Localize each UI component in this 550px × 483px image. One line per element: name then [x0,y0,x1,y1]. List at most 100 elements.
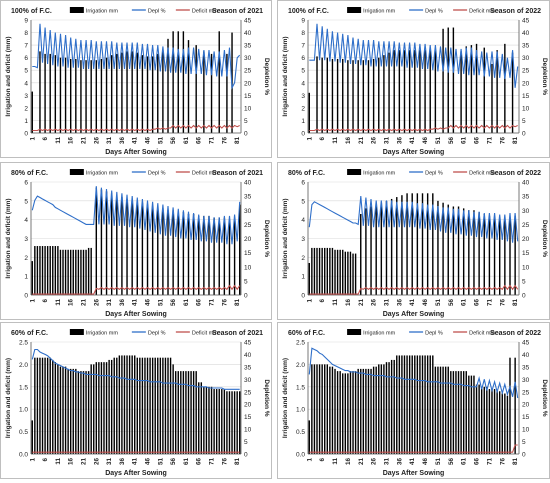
season-label: Season of 2021 [212,8,263,15]
depletion-line [308,196,519,243]
irrigation-bar [80,249,82,295]
x-tick-label: 1 [306,299,313,303]
y-tick-label: 7 [24,43,28,50]
irrigation-bar [82,249,85,295]
irrigation-bar [493,217,496,295]
x-tick-label: 6 [42,137,49,141]
irrigation-bar [326,364,329,454]
irrigation-bar [198,215,200,295]
irrigation-bar [439,366,442,454]
deficit-line [309,284,519,295]
irrigation-bar [450,371,452,454]
y-tick-label: 1.5 [19,384,28,391]
x-axis-title: Days After Sowing [105,149,167,156]
x-tick-label: 41 [409,137,416,145]
irrigation-bar [491,63,493,133]
x-tick-label: 16 [345,458,352,466]
irrigation-bar [316,247,318,295]
irrigation-bar [313,247,316,295]
x-tick-label: 66 [474,299,481,307]
y-tick-label: 7 [301,43,305,50]
x-tick-label: 1 [306,137,313,141]
y2-tick-label: 15 [522,250,530,257]
irrigation-bar [408,355,411,454]
y-tick-label: 2.5 [296,340,305,347]
y2-tick-label: 0 [522,131,526,138]
y-tick-label: 1 [301,274,305,281]
irrigation-bar [308,420,310,454]
irrigation-bar [126,198,128,295]
irrigation-bar [424,50,426,134]
x-tick-label: 51 [435,458,442,466]
legend-label-irrigation: Irrigation mm [86,9,119,15]
irrigation-bar [116,53,118,133]
y-axis-title: Irrigation and deficit (mm) [5,198,12,278]
y-tick-label: 0 [301,293,305,300]
irrigation-bar [100,362,103,454]
x-tick-label: 56 [170,299,177,307]
irrigation-bar [447,27,449,133]
irrigation-bar [370,206,372,295]
y-tick-label: 3 [301,236,305,243]
irrigation-bar [203,51,205,134]
irrigation-bar [478,384,480,454]
x-tick-label: 81 [234,299,241,307]
x-tick-label: 81 [512,299,519,307]
irrigation-bar [59,57,62,133]
season-label: Season of 2022 [490,330,541,337]
irrigation-bar [357,368,359,454]
x-tick-label: 51 [157,137,164,145]
irrigation-bar [411,193,413,295]
legend-swatch-irrigation [347,7,362,13]
x-tick-label: 41 [409,458,416,466]
irrigation-bar [396,197,398,295]
irrigation-bar [226,53,228,133]
y2-tick-label: 5 [522,439,526,446]
y-tick-label: 6 [301,55,305,62]
y2-tick-label: 30 [244,377,252,384]
irrigation-bar [167,38,169,134]
irrigation-bar [380,202,383,295]
y2-tick-label: 45 [522,340,530,347]
irrigation-bar [69,58,72,133]
irrigation-bar [36,357,39,454]
irrigation-bar [347,60,349,133]
irrigation-bar [336,371,339,454]
x-tick-label: 36 [119,458,126,466]
y2-tick-label: 20 [522,80,530,87]
irrigation-bar [187,214,190,295]
irrigation-bar [331,247,334,295]
irrigation-bar [100,189,103,295]
x-tick-label: 71 [486,299,493,307]
y-axis-title: Irrigation and deficit (mm) [282,198,289,278]
irrigation-bar [210,53,213,133]
irrigation-bar [344,373,347,454]
x-tick-label: 36 [119,137,126,145]
irrigation-bar [151,357,154,454]
irrigation-bar [215,389,218,454]
irrigation-bar [455,371,457,454]
legend-label-irrigation: Irrigation mm [86,331,119,337]
y-tick-label: 6 [301,180,305,187]
irrigation-bar [393,359,395,454]
irrigation-bar [354,371,357,454]
chart-panel-80fc-2021: 0 1 2 3 4 5 6 0 5 10 15 20 25 30 35 40 1 6 11 16 21 26 31 36 41 4… [0,162,272,320]
legend-label-depletion: Depl % [425,9,443,15]
irrigation-bar [419,50,421,134]
irrigation-bar [511,52,514,134]
irrigation-bar [198,382,200,454]
irrigation-bar [75,58,77,133]
chart-panel-80fc-2022: 0 1 2 3 4 5 6 0 5 10 15 20 25 30 35 40 1 6 11 16 21 26 31 36 41 4… [277,162,550,320]
treatment-label: 100% of F.C. [11,8,52,15]
depletion-line [31,186,241,245]
irrigation-bar [478,212,480,295]
irrigation-bar [77,249,80,295]
irrigation-bar [357,60,359,133]
irrigation-bar [360,368,362,454]
irrigation-bar [347,373,349,454]
x-tick-label: 16 [68,299,75,307]
x-tick-label: 81 [512,458,519,466]
irrigation-bar [182,371,185,454]
x-tick-label: 31 [106,458,113,466]
